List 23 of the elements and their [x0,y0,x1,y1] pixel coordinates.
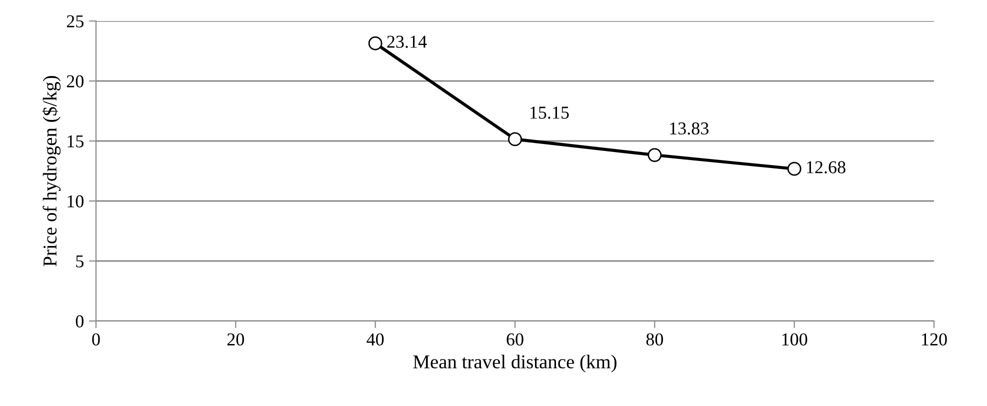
x-tick-label: 100 [782,333,808,346]
point [368,36,382,50]
data-label: 13.83 [670,122,708,135]
y-tick-label: 15 [68,135,84,148]
x-axis-title: Mean travel distance (km) [413,354,616,372]
point [787,162,802,176]
x-tick-label: 40 [366,333,384,346]
y-tick-label: 20 [66,75,84,88]
x-tick-label: 60 [506,333,524,346]
data-label: 12.68 [807,161,846,174]
x-tick-label: 120 [922,333,947,346]
x-tick-label: 20 [227,333,244,346]
point [648,148,662,162]
point [508,132,522,146]
data-label: 15.15 [530,106,569,119]
data-label: 23.14 [387,36,427,48]
y-tick-label: 25 [66,15,84,28]
y-tick-label: 10 [68,195,84,208]
x-tick-label: 80 [646,333,664,346]
x-tick-label: 0 [92,333,100,346]
y-axis-title: Price of hydrogen ($/kg) [42,76,61,266]
y-tick-label: 0 [76,315,84,328]
y-tick-label: 5 [76,255,84,268]
